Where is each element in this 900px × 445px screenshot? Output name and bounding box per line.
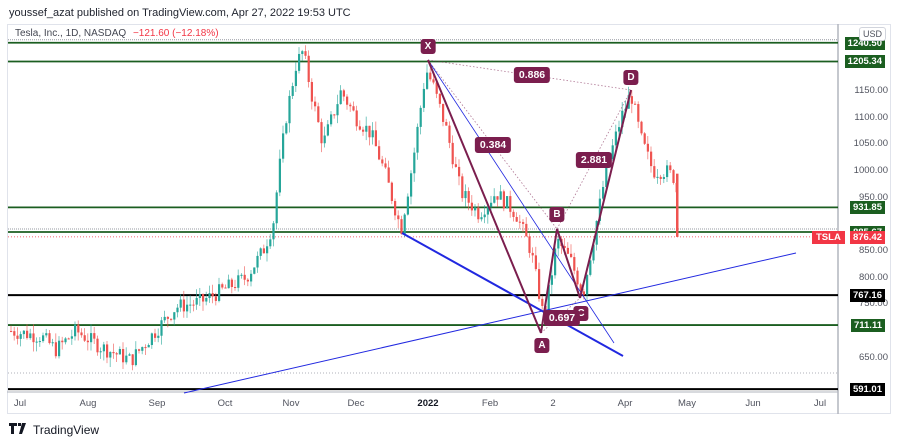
publish-info: youssef_azat published on TradingView.co… [9,7,351,19]
price-level-tag: 711.11 [850,319,885,333]
footer: TradingView [9,423,99,437]
ascending-trendline[interactable] [183,252,797,394]
time-tick: Nov [282,398,300,409]
price-tick: 1150.00 [854,85,888,96]
pattern-leg-XA[interactable] [427,59,542,334]
time-tick: May [678,398,696,409]
price-tick: 950.00 [858,191,888,203]
price-level-tag: 931.85 [849,201,885,215]
pattern-leg-BC[interactable] [556,228,581,299]
tradingview-logo-icon [9,423,29,437]
descending-trendline[interactable] [401,232,624,357]
time-tick: Feb [481,398,499,409]
pattern-leg-AB[interactable] [540,228,558,334]
price-tick: 850.00 [858,244,888,256]
pattern-point-x[interactable]: X [420,39,436,54]
time-tick: 2022 [417,398,439,409]
symbol-legend: Tesla, Inc., 1D, NASDAQ −121.60 (−12.18%… [15,28,219,39]
time-tick: Aug [79,398,97,409]
price-change: −121.60 (−12.18%) [132,28,219,39]
symbol-name: Tesla, Inc., 1D, NASDAQ [15,28,127,39]
last-candle [676,173,679,237]
price-tick: 800.00 [858,271,888,283]
ratio-ab[interactable]: 0.384 [474,137,512,153]
price-level-tag: 767.16 [849,289,885,303]
time-tick: Jun [745,398,761,409]
ratio-xb[interactable]: 0.886 [513,67,551,83]
ratio-bc[interactable]: 0.697 [543,310,581,326]
pattern-leg-CD[interactable] [579,89,632,299]
time-tick: Oct [217,398,233,409]
price-level-tag: 876.42 [849,230,885,244]
pattern-point-a[interactable]: A [534,338,550,353]
time-tick: Sep [148,398,166,409]
time-tick: 2 [550,398,556,409]
candles [10,45,678,371]
pattern-point-b[interactable]: B [549,207,565,222]
price-tick: 650.00 [858,351,888,363]
channel-line[interactable] [427,59,615,344]
chart-frame[interactable] [7,24,891,414]
symbol-price-tag: TSLA [812,230,845,244]
currency-button[interactable]: USD [858,27,886,41]
time-tick: Jul [813,398,827,409]
time-tick: Jul [13,398,27,409]
price-tick: 1100.00 [854,111,888,123]
price-level-tag: 1205.34 [844,55,885,69]
price-tick: 750.00 [858,298,888,310]
price-tick: 1050.00 [853,138,888,150]
brand-name: TradingView [33,423,100,437]
ratio-cd[interactable]: 2.881 [575,152,613,168]
pattern-point-d[interactable]: D [623,70,639,85]
price-tick: 1000.00 [853,164,888,176]
time-tick: Apr [617,398,633,409]
time-tick: Dec [347,398,365,409]
price-level-tag: 591.01 [849,383,885,397]
